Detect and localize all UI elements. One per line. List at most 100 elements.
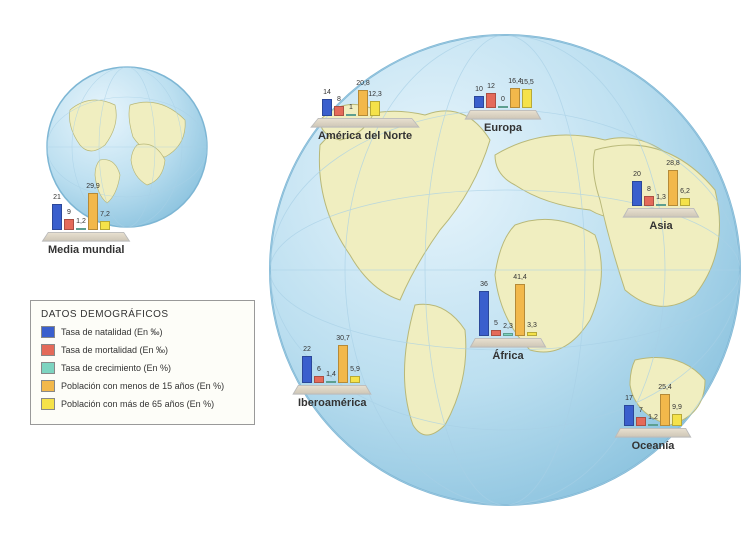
legend-label: Población con más de 65 años (En %) xyxy=(61,399,214,409)
region-title: África xyxy=(475,350,541,362)
legend-label: Población con menos de 15 años (En %) xyxy=(61,381,224,391)
bar xyxy=(668,170,678,206)
legend-swatch xyxy=(41,380,55,392)
region-chart: 3652,341,43,3África xyxy=(475,278,541,362)
bar xyxy=(326,381,336,383)
bar-value-label: 12 xyxy=(487,83,495,90)
bar xyxy=(334,106,344,116)
region-title: Europa xyxy=(470,122,536,134)
bar xyxy=(672,414,682,426)
bar-value-label: 8 xyxy=(337,96,341,103)
bar xyxy=(510,88,520,108)
bar-value-label: 1,2 xyxy=(76,218,86,225)
bar xyxy=(515,284,525,336)
bar-value-label: 3,3 xyxy=(527,322,537,329)
legend-row: Población con más de 65 años (En %) xyxy=(41,398,244,410)
legend-label: Tasa de crecimiento (En %) xyxy=(61,363,171,373)
bar-value-label: 21 xyxy=(53,194,61,201)
region-chart: 1012016,415,5Europa xyxy=(470,50,536,134)
bar-value-label: 1,3 xyxy=(656,194,666,201)
bar-value-label: 2,3 xyxy=(503,323,513,330)
bar xyxy=(486,93,496,108)
bar-value-label: 5 xyxy=(494,320,498,327)
region-title: Asia xyxy=(628,220,694,232)
region-title: América del Norte xyxy=(318,130,412,142)
bar xyxy=(479,291,489,336)
bar xyxy=(64,219,74,230)
bar xyxy=(644,196,654,206)
region-title: Iberoamérica xyxy=(298,397,366,409)
bar xyxy=(302,356,312,383)
bar-value-label: 7,2 xyxy=(100,211,110,218)
bar xyxy=(522,89,532,108)
bar-value-label: 17 xyxy=(625,395,633,402)
region-chart: 17 7 1,2 25,4 9,9 Oceanía xyxy=(620,368,686,452)
bar-value-label: 20,8 xyxy=(356,80,370,87)
bar xyxy=(656,204,666,206)
bar-value-label: 29,9 xyxy=(86,183,100,190)
bar xyxy=(474,96,484,108)
bar-value-label: 28,8 xyxy=(666,160,680,167)
bar xyxy=(358,90,368,116)
region-title: Oceanía xyxy=(620,440,686,452)
region-chart: 21 9 1,2 29,9 7,2 Media mundial xyxy=(48,172,124,256)
legend-swatch xyxy=(41,362,55,374)
bar xyxy=(624,405,634,426)
bar-value-label: 10 xyxy=(475,86,483,93)
bar-value-label: 22 xyxy=(303,346,311,353)
bar xyxy=(491,330,501,336)
legend-row: Tasa de crecimiento (En %) xyxy=(41,362,244,374)
legend-label: Tasa de mortalidad (En ‰) xyxy=(61,345,168,355)
legend-row: Tasa de natalidad (En ‰) xyxy=(41,326,244,338)
region-chart: 14 8 1 20,8 12,3 América del Norte xyxy=(318,58,412,142)
bar-value-label: 1,2 xyxy=(648,414,658,421)
region-chart: 22 6 1,4 30,7 5,9 Iberoamérica xyxy=(298,325,366,409)
bar-value-label: 30,7 xyxy=(336,335,350,342)
legend-panel: DATOS DEMOGRÁFICOS Tasa de natalidad (En… xyxy=(30,300,255,425)
legend-swatch xyxy=(41,398,55,410)
bar xyxy=(100,221,110,230)
bar xyxy=(76,228,86,230)
bar xyxy=(88,193,98,230)
bar-value-label: 7 xyxy=(639,407,643,414)
bar xyxy=(314,376,324,383)
bar-value-label: 5,9 xyxy=(350,366,360,373)
bar xyxy=(632,181,642,206)
bar-value-label: 6,2 xyxy=(680,188,690,195)
bar-value-label: 15,5 xyxy=(520,79,534,86)
bar xyxy=(680,198,690,206)
bar xyxy=(346,114,356,116)
bar-value-label: 8 xyxy=(647,186,651,193)
legend-row: Tasa de mortalidad (En ‰) xyxy=(41,344,244,356)
bar-value-label: 41,4 xyxy=(513,274,527,281)
bar xyxy=(648,424,658,426)
bar xyxy=(350,376,360,383)
bar-value-label: 1,4 xyxy=(326,371,336,378)
bar-value-label: 0 xyxy=(501,96,505,103)
bar-value-label: 20 xyxy=(633,171,641,178)
bar xyxy=(370,101,380,116)
bar-value-label: 9,9 xyxy=(672,404,682,411)
bar-value-label: 14 xyxy=(323,89,331,96)
bar-value-label: 25,4 xyxy=(658,384,672,391)
legend-swatch xyxy=(41,326,55,338)
bar-value-label: 6 xyxy=(317,366,321,373)
region-title: Media mundial xyxy=(48,244,124,256)
legend-row: Población con menos de 15 años (En %) xyxy=(41,380,244,392)
legend-label: Tasa de natalidad (En ‰) xyxy=(61,327,163,337)
bar xyxy=(498,106,508,108)
bar-value-label: 9 xyxy=(67,209,71,216)
bar-value-label: 12,3 xyxy=(368,91,382,98)
bar xyxy=(527,332,537,336)
region-chart: 20 8 1,3 28,8 6,2 Asia xyxy=(628,148,694,232)
legend-swatch xyxy=(41,344,55,356)
bar xyxy=(338,345,348,383)
bar xyxy=(636,417,646,426)
bar xyxy=(322,99,332,116)
bar xyxy=(503,333,513,336)
bar-value-label: 36 xyxy=(480,281,488,288)
bar-value-label: 1 xyxy=(349,104,353,111)
bar xyxy=(52,204,62,230)
legend-title: DATOS DEMOGRÁFICOS xyxy=(41,309,244,320)
bar xyxy=(660,394,670,426)
